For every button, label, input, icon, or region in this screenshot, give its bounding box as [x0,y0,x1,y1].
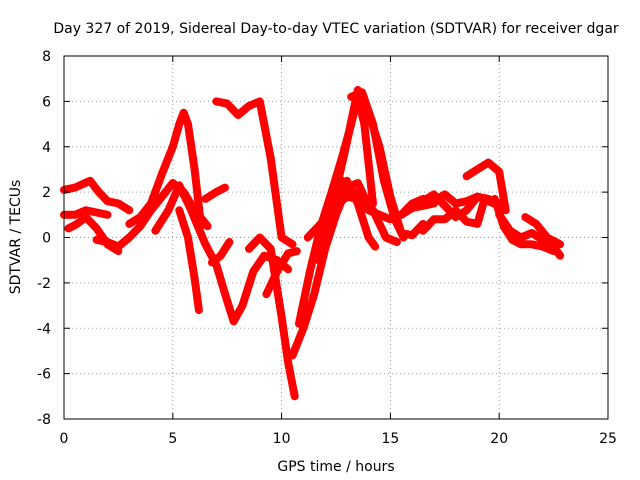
x-tick-label: 5 [168,431,177,447]
x-tick-label: 25 [599,431,617,447]
series-arc-10 [212,97,297,249]
y-tick-label: -2 [37,276,51,292]
series-arc-26 [521,213,565,249]
series-arc-19 [347,88,408,242]
series-arc-7 [175,206,203,315]
grid [64,56,608,419]
series-arc-13 [288,179,373,360]
series-arc-12 [262,247,301,299]
series-group [60,86,565,401]
axis-ticks: 0 5 10 15 20 25 -8 -6 -4 -2 0 2 4 6 8 [37,49,617,447]
y-tick-label: 4 [42,140,51,156]
series-arc-8 [201,183,229,203]
series-arc-23 [462,158,510,215]
series-arc-9 [208,238,234,267]
chart-title: Day 327 of 2019, Sidereal Day-to-day VTE… [53,21,619,37]
x-tick-label: 15 [381,431,399,447]
x-tick-label: 0 [60,431,69,447]
series-arc-6 [151,181,293,326]
series-arc-25 [495,210,565,260]
y-tick-label: -4 [37,321,51,337]
y-tick-label: -6 [37,367,51,383]
series-arc-2 [60,206,112,219]
series-arc-22 [419,197,488,235]
y-tick-label: -8 [37,412,51,428]
x-axis-label: GPS time / hours [277,459,394,475]
series-arc-18 [342,176,380,251]
y-tick-label: 8 [42,49,51,65]
y-tick-label: 6 [42,94,51,110]
x-tick-label: 20 [490,431,508,447]
y-axis-label: SDTVAR / TECUs [8,180,24,295]
series-arc-5 [125,108,206,231]
y-tick-label: 0 [42,231,51,247]
x-tick-label: 10 [273,431,291,447]
y-tick-label: 2 [42,185,51,201]
series-arc-1 [60,176,134,215]
